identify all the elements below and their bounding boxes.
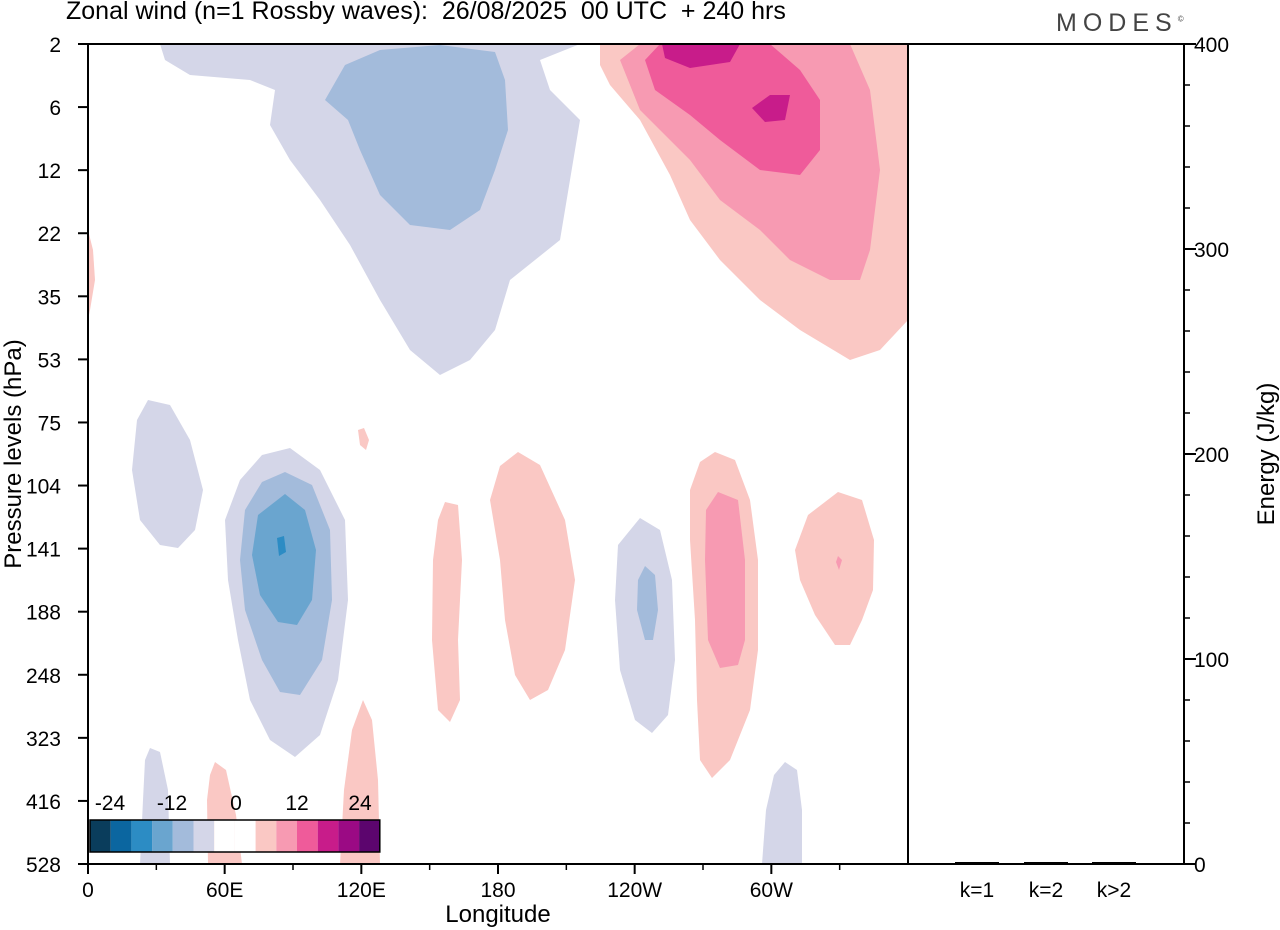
energy-tick-label: 300 xyxy=(1194,239,1229,262)
y-tick-label: 248 xyxy=(26,665,61,688)
energy-bar-k1 xyxy=(955,862,999,864)
colorbar-swatch xyxy=(276,820,297,852)
colorbar-swatch xyxy=(234,820,256,852)
energy-category-label: k=1 xyxy=(960,879,994,902)
energy-axis-title: Energy (J/kg) xyxy=(1253,383,1280,526)
y-tick-label: 75 xyxy=(38,412,61,435)
energy-tick-label: 0 xyxy=(1194,854,1206,877)
y-tick-label: 528 xyxy=(26,854,61,877)
contour-pos-upper-core2 xyxy=(752,95,790,122)
energy-tick-label: 200 xyxy=(1194,444,1229,467)
contour-field xyxy=(88,44,908,864)
contour-neg-bottom-d xyxy=(762,762,802,864)
colorbar-swatch xyxy=(255,820,277,852)
colorbar-label: -12 xyxy=(157,792,187,815)
contour-neg-main-core xyxy=(277,536,286,556)
y-tick-label: 22 xyxy=(38,223,61,246)
y-tick-label: 12 xyxy=(38,160,61,183)
colorbar-swatch xyxy=(152,820,173,852)
contour-pos-upper-core xyxy=(662,44,740,68)
y-tick-label: 53 xyxy=(38,349,61,372)
x-tick-label: 120W xyxy=(607,879,662,902)
colorbar-swatch xyxy=(193,820,215,852)
x-tick-label: 0 xyxy=(82,879,94,902)
energy-bar-k2 xyxy=(1024,862,1068,864)
contour-pos-blob-d-inner xyxy=(705,492,745,668)
y-tick-label: 6 xyxy=(49,97,61,120)
y-tick-label: 35 xyxy=(38,286,61,309)
chart-title: Zonal wind (n=1 Rossby waves): 26/08/202… xyxy=(66,0,786,25)
colorbar-frame xyxy=(89,819,381,853)
energy-bar-kgt2 xyxy=(1092,862,1136,864)
y-tick-label: 104 xyxy=(26,476,61,499)
contour-neg-upper-mid xyxy=(325,45,508,230)
y-tick-label: 416 xyxy=(26,791,61,814)
x-tick-label: 60W xyxy=(750,879,793,902)
contour-neg-blob-a xyxy=(132,400,203,548)
x-axis-title: Longitude xyxy=(445,901,550,928)
x-tick-label: 120E xyxy=(337,879,386,902)
y-tick-label: 188 xyxy=(26,602,61,625)
contour-pos-blob-e xyxy=(795,492,874,645)
energy-category-label: k=2 xyxy=(1029,879,1063,902)
contour-pos-blob-e-core xyxy=(836,556,842,570)
contour-neg-main-inner xyxy=(252,494,316,625)
contour-pos-left-edge xyxy=(88,230,95,320)
contour-pos-column-a xyxy=(432,502,462,722)
colorbar-label: 0 xyxy=(230,792,242,815)
colorbar-swatch xyxy=(90,820,111,852)
colorbar-swatch xyxy=(131,820,153,852)
y-tick-label: 323 xyxy=(26,728,61,751)
x-tick-label: 180 xyxy=(480,879,515,902)
colorbar-label: 12 xyxy=(285,792,308,815)
energy-bars: k=1 k=2 k>2 xyxy=(955,862,1136,902)
colorbar-swatch xyxy=(172,820,194,852)
pressure-axis: 2 6 12 22 35 53 75 104 141 188 248 323 416 528 xyxy=(26,34,88,877)
y-tick-label: 141 xyxy=(26,539,61,562)
contour-pos-dot xyxy=(358,428,369,450)
energy-tick-label: 100 xyxy=(1194,649,1229,672)
colorbar-swatch xyxy=(110,820,132,852)
y-axis-title: Pressure levels (hPa) xyxy=(0,339,27,568)
modes-logo: MODES© xyxy=(1056,9,1184,37)
contour-pos-blob-b xyxy=(490,452,575,700)
x-tick-label: 60E xyxy=(206,879,243,902)
colorbar-swatch xyxy=(359,820,380,852)
energy-tick-label: 400 xyxy=(1194,34,1229,57)
energy-category-label: k>2 xyxy=(1097,879,1131,902)
colorbar-swatch xyxy=(338,820,360,852)
longitude-axis: 0 60E 120E 180 120W 60W xyxy=(82,864,841,902)
colorbar-swatch xyxy=(297,820,318,852)
colorbar-swatch xyxy=(317,820,339,852)
energy-axis: 0 100 200 300 400 xyxy=(1184,34,1229,877)
contour-pos-upper-inner xyxy=(645,44,820,175)
energy-panel-frame xyxy=(907,43,1185,865)
contour-neg-blob-c-inner xyxy=(637,566,658,640)
y-tick-label: 2 xyxy=(49,34,61,57)
colorbar-label: 24 xyxy=(348,792,372,815)
colorbar-label: -24 xyxy=(95,792,126,815)
colorbar: -24 -12 0 12 24 xyxy=(89,792,381,853)
colorbar-swatch xyxy=(214,820,235,852)
